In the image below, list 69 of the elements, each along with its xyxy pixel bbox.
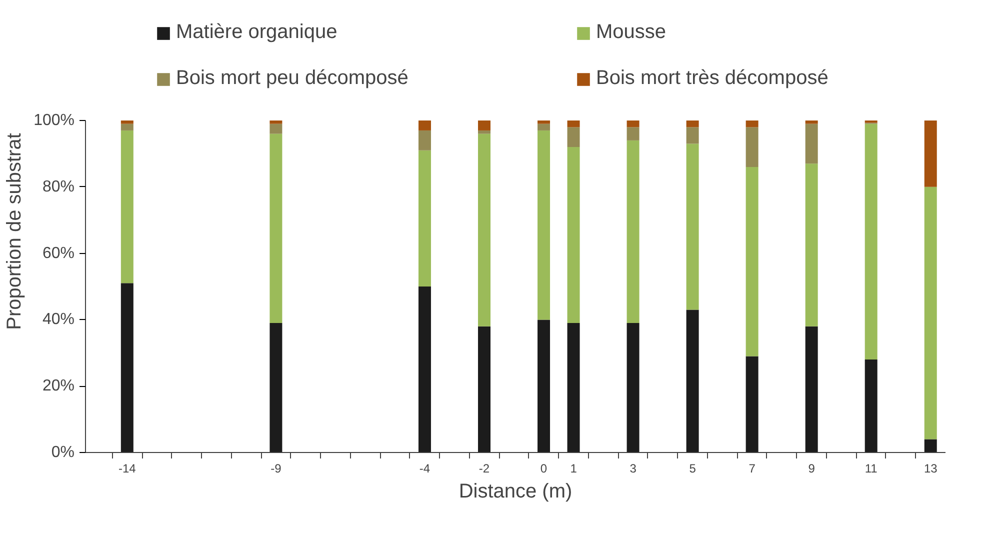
bar bbox=[686, 144, 699, 310]
bar bbox=[567, 127, 580, 148]
bar bbox=[418, 120, 431, 130]
bar bbox=[924, 439, 937, 452]
bar bbox=[418, 150, 431, 286]
bar bbox=[270, 124, 282, 134]
bar bbox=[686, 127, 699, 144]
bar bbox=[626, 323, 640, 452]
y-tick-label: 40% bbox=[42, 311, 75, 328]
x-axis-title: Distance (m) bbox=[458, 480, 572, 502]
bar bbox=[746, 166, 758, 356]
bar bbox=[120, 124, 134, 130]
bar bbox=[538, 320, 550, 452]
bar bbox=[805, 120, 818, 124]
y-tick-label: 0% bbox=[51, 444, 74, 461]
bar bbox=[478, 134, 491, 326]
legend-label: Bois mort peu décomposé bbox=[176, 67, 408, 90]
bar bbox=[478, 130, 491, 134]
bar bbox=[805, 164, 818, 326]
x-tick-label: 5 bbox=[689, 462, 696, 476]
y-tick-label: 20% bbox=[42, 378, 75, 395]
x-tick-label: 13 bbox=[924, 462, 938, 476]
x-tick-label: 9 bbox=[808, 462, 816, 476]
legend-label: Matière organique bbox=[176, 21, 338, 44]
bar bbox=[626, 127, 640, 140]
x-tick-label: 3 bbox=[630, 462, 637, 476]
bar bbox=[120, 130, 134, 284]
bar bbox=[538, 124, 550, 130]
legend-label: Mousse bbox=[596, 21, 666, 44]
x-tick-label: 7 bbox=[748, 462, 756, 476]
bar bbox=[270, 323, 282, 452]
bar bbox=[805, 326, 818, 452]
x-tick-label: -14 bbox=[118, 462, 136, 476]
bar bbox=[120, 120, 134, 124]
bar bbox=[538, 130, 550, 320]
bar bbox=[924, 120, 937, 187]
bar bbox=[746, 120, 758, 128]
bar bbox=[567, 323, 580, 452]
bar bbox=[686, 120, 699, 128]
y-axis-title: Proportion de substrat bbox=[4, 132, 26, 330]
bar bbox=[418, 130, 431, 150]
x-tick-label: 0 bbox=[540, 462, 548, 476]
bar bbox=[538, 120, 550, 124]
x-tick-label: -9 bbox=[270, 462, 282, 476]
x-tick-label: -4 bbox=[419, 462, 430, 476]
bar bbox=[567, 120, 580, 128]
y-tick-label: 100% bbox=[34, 112, 74, 129]
bar bbox=[746, 356, 758, 452]
bar bbox=[626, 140, 640, 324]
x-tick-label: 1 bbox=[570, 462, 578, 476]
bar bbox=[805, 124, 818, 164]
bar bbox=[686, 310, 699, 452]
bar bbox=[270, 134, 282, 324]
y-tick-label: 80% bbox=[42, 178, 75, 196]
y-tick-label: 60% bbox=[42, 244, 75, 262]
bar bbox=[120, 283, 134, 452]
x-tick-label: -2 bbox=[478, 462, 490, 476]
bar bbox=[746, 127, 758, 167]
bar bbox=[567, 147, 580, 324]
bar bbox=[418, 286, 431, 452]
bar bbox=[478, 326, 491, 452]
legend-label: Bois mort très décomposé bbox=[596, 67, 828, 90]
bar bbox=[478, 120, 491, 130]
bar bbox=[864, 360, 878, 452]
bar bbox=[864, 124, 878, 360]
bar bbox=[270, 120, 282, 124]
bar bbox=[924, 186, 937, 440]
bar bbox=[626, 120, 640, 128]
x-tick-label: 11 bbox=[864, 462, 878, 476]
